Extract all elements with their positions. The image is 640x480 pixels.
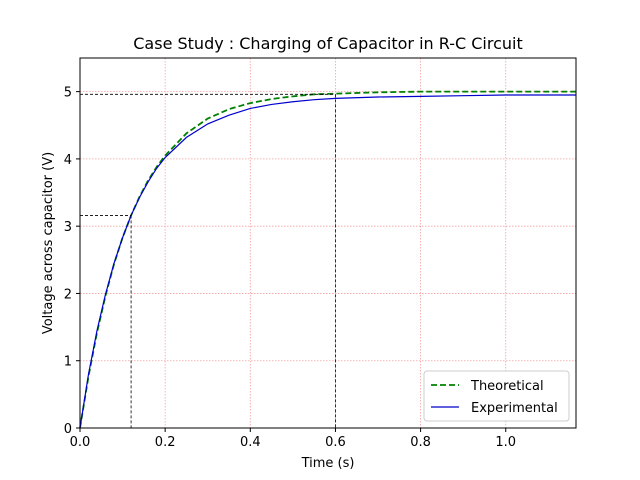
series-line-experimental <box>79 94 576 429</box>
legend: Theoretical Experimental <box>423 370 570 422</box>
x-tick-label: 1.0 <box>495 435 516 450</box>
plot-frame <box>79 57 577 429</box>
x-tick-label: 0.8 <box>410 435 431 450</box>
y-tick-label: 1 <box>64 355 72 370</box>
reference-lines <box>80 93 336 428</box>
y-tick-label: 4 <box>64 153 72 168</box>
y-tick-label: 5 <box>64 86 72 101</box>
y-axis-label: Voltage across capacitor (V) <box>41 152 56 334</box>
y-tick-label: 0 <box>64 422 72 437</box>
y-tick-label: 2 <box>64 287 72 302</box>
x-tick-label: 0.2 <box>155 435 176 450</box>
x-tick-label: 0.0 <box>70 435 91 450</box>
chart-title: Case Study : Charging of Capacitor in R-… <box>133 34 522 53</box>
x-axis-ticks: 0.0 0.2 0.4 0.6 0.8 1.0 <box>70 428 516 450</box>
y-axis-ticks: 0 1 2 3 4 5 <box>64 86 80 437</box>
x-axis-label: Time (s) <box>301 456 355 471</box>
y-tick-label: 3 <box>64 220 72 235</box>
legend-label-experimental: Experimental <box>471 401 558 416</box>
series-layer <box>79 90 576 429</box>
legend-box <box>423 370 570 422</box>
x-tick-label: 0.6 <box>325 435 346 450</box>
x-tick-label: 0.4 <box>240 435 261 450</box>
legend-label-theoretical: Theoretical <box>470 379 544 394</box>
